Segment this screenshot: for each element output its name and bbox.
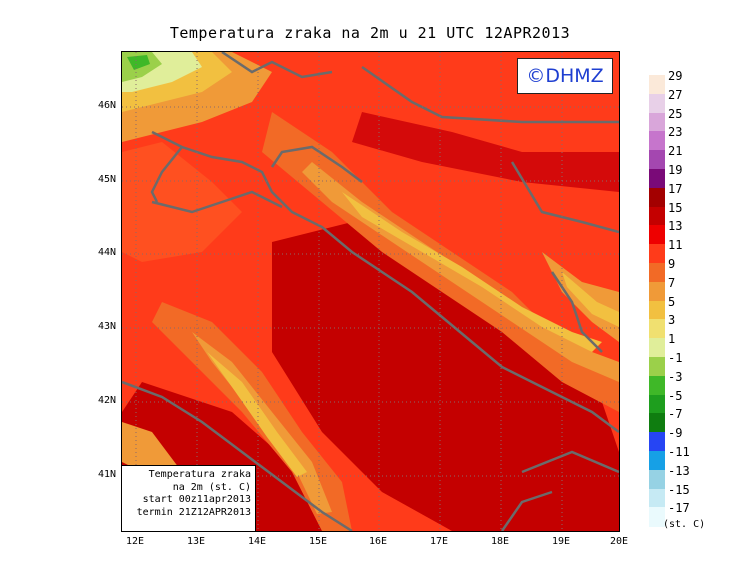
legend-swatch — [649, 112, 665, 132]
legend-swatch — [649, 375, 665, 396]
legend-label: -7 — [668, 407, 683, 422]
legend-label: 19 — [668, 163, 683, 177]
legend-swatch — [649, 150, 665, 170]
y-tick-44n: 44N — [97, 247, 116, 258]
legend-swatch — [649, 300, 665, 320]
legend-swatch — [649, 187, 665, 208]
legend-units: (st. C) — [663, 519, 706, 530]
legend-swatch — [649, 225, 665, 245]
y-tick-42n: 42N — [97, 395, 116, 406]
legend-swatch — [649, 75, 665, 95]
legend-swatch — [649, 413, 665, 433]
legend-label: 23 — [668, 125, 683, 140]
legend-swatch — [649, 263, 665, 283]
legend-swatch — [649, 281, 665, 302]
legend-label: 13 — [668, 219, 683, 234]
legend-label: -9 — [668, 426, 683, 441]
legend-label: -11 — [668, 445, 690, 459]
legend-swatch — [649, 432, 665, 452]
legend-label: 15 — [668, 200, 683, 215]
legend-swatch — [649, 357, 665, 377]
legend-label: 29 — [668, 69, 683, 83]
legend-swatch — [649, 469, 665, 490]
legend-swatch — [649, 394, 665, 414]
x-tick-18e: 18E — [490, 536, 510, 547]
info-line-1: Temperatura zraka — [148, 469, 251, 480]
legend-label: 1 — [668, 332, 676, 347]
legend-swatch — [649, 319, 665, 339]
info-line-3: start 00z11apr2013 — [142, 494, 251, 505]
y-tick-46n: 46N — [97, 100, 116, 111]
legend-label: -3 — [668, 369, 683, 384]
x-tick-13e: 13E — [186, 536, 206, 547]
legend-label: 9 — [668, 257, 676, 271]
x-tick-14e: 14E — [247, 536, 267, 547]
map-title: Temperatura zraka na 2m u 21 UTC 12APR20… — [169, 24, 571, 42]
legend-label: 17 — [668, 181, 683, 196]
legend-swatch — [649, 169, 665, 189]
temperature-map: ©DHMZ Temperatura zraka na 2m (st. C) st… — [121, 51, 620, 532]
legend-swatch — [649, 244, 665, 264]
legend-label: -1 — [668, 351, 683, 365]
x-tick-15e: 15E — [308, 536, 328, 547]
temperature-field — [122, 52, 619, 531]
info-line-2: na 2m (st. C) — [172, 481, 251, 493]
y-tick-45n: 45N — [97, 174, 116, 185]
legend-swatch — [649, 338, 665, 358]
x-tick-19e: 19E — [551, 536, 571, 547]
x-tick-17e: 17E — [429, 536, 449, 547]
legend-swatch — [649, 206, 665, 226]
y-tick-41n: 41N — [97, 469, 116, 480]
legend-swatch — [649, 131, 665, 151]
x-tick-12e: 12E — [125, 536, 145, 547]
dhmz-logo: ©DHMZ — [517, 58, 613, 94]
info-line-4: termin 21Z12APR2013 — [136, 506, 251, 518]
legend-swatch — [649, 507, 665, 527]
x-tick-16e: 16E — [368, 536, 388, 547]
legend-label: -15 — [668, 482, 690, 497]
legend-label: 7 — [668, 275, 676, 290]
y-tick-43n: 43N — [97, 321, 116, 332]
legend-swatch — [649, 93, 665, 114]
legend-swatch — [649, 488, 665, 508]
legend-label: 3 — [668, 313, 676, 328]
x-tick-20e: 20E — [609, 536, 629, 547]
info-box: Temperatura zraka na 2m (st. C) start 00… — [122, 465, 256, 531]
legend-label: 25 — [668, 106, 683, 121]
legend-label: 27 — [668, 87, 683, 102]
legend-label: -5 — [668, 388, 683, 403]
legend-label: 5 — [668, 294, 676, 309]
legend-label: -17 — [668, 501, 690, 516]
legend-label: 11 — [668, 238, 683, 253]
legend-swatch — [649, 451, 665, 471]
legend-label: -13 — [668, 463, 690, 478]
legend-label: 21 — [668, 144, 683, 159]
